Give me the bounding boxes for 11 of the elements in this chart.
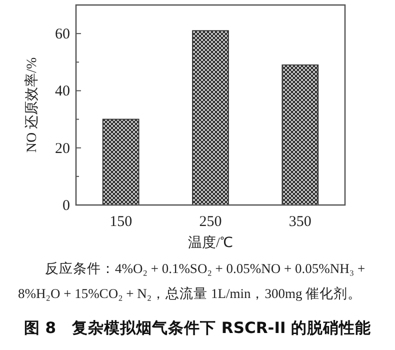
y-axis-title: NO 还原效率/% bbox=[24, 57, 40, 153]
y-tick-label: 20 bbox=[55, 140, 70, 157]
x-tick-label: 350 bbox=[288, 214, 312, 230]
y-tick-label: 40 bbox=[55, 84, 70, 100]
y-tick-label: 60 bbox=[55, 26, 70, 43]
text: 图 8 复杂模拟烟气条件下 RSCR-II 的脱硝性能 bbox=[22, 318, 372, 339]
x-tick-label: 250 bbox=[199, 214, 222, 230]
text: 反应条件：4%O₂ + 0.1%SO₂ + 0.05%NO + 0.05%NH₃ + 8%H₂O + 15%CO₂ + N₂，总流量 1L/min，300mg 催化剂。 bbox=[18, 260, 366, 303]
x-tick-label: 150 bbox=[110, 214, 132, 230]
x-axis-title: 温度/℃ bbox=[188, 235, 233, 251]
y-tick-label: 0 bbox=[62, 198, 70, 214]
